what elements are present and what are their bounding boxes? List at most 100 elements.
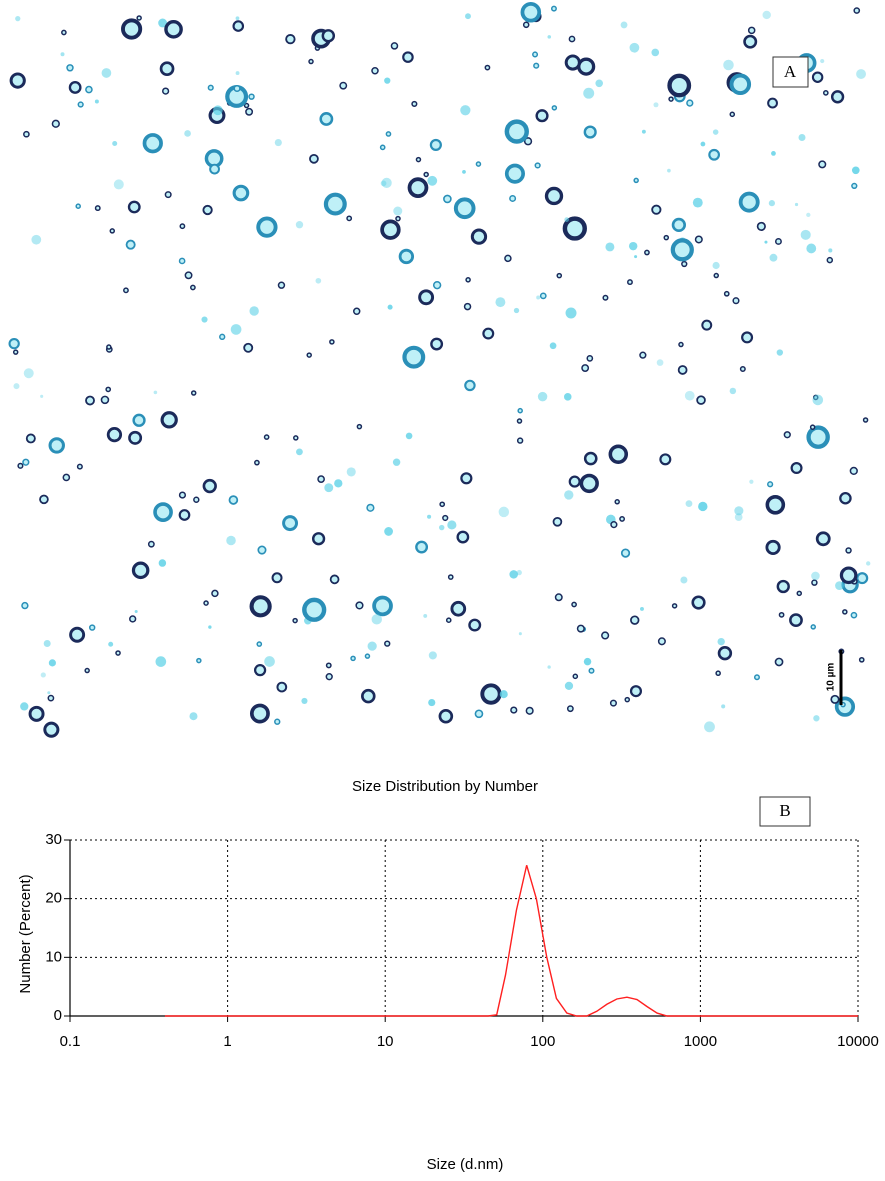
droplet [866,561,871,566]
droplet [367,641,377,651]
droplet [465,13,471,20]
droplet [115,650,121,656]
droplet [738,191,760,213]
droplet [325,673,333,681]
droplet [439,501,446,508]
droplet [40,672,46,678]
droplet [178,491,187,499]
droplet [450,600,467,617]
micrograph [8,1,871,738]
droplet [31,234,42,245]
droplet [43,639,51,647]
droplet [184,130,191,137]
droplet [366,503,375,512]
droplet [767,481,774,488]
droplet [23,130,30,138]
droplet [504,254,512,263]
droplet [564,681,574,691]
droplet [830,90,845,104]
droplet [334,479,343,488]
droplet [387,304,393,310]
droplet [202,478,217,494]
droplet [447,574,454,580]
droplet [460,472,473,485]
droplet [769,253,778,262]
droplet [121,18,143,40]
droplet [790,462,803,475]
droplet [202,204,213,216]
droplet [445,617,452,624]
droplet [230,324,242,335]
droplet [127,200,141,214]
droplet [66,64,74,72]
droplet [639,351,647,359]
droplet [475,161,482,167]
droplet [125,239,136,250]
droplet [392,458,401,466]
droplet [532,51,539,58]
droplet [184,271,193,280]
x-axis-label: Size (d.nm) [427,1156,504,1173]
droplet [235,16,240,21]
droplet [131,561,150,580]
droplet [677,365,688,375]
droplet [717,646,733,661]
droplet [256,216,278,238]
droplet [301,697,308,704]
droplet [608,444,629,465]
droplet [845,547,852,554]
droplet [794,202,799,207]
droplet [160,411,178,429]
x-tick-label: 1 [223,1033,231,1050]
droplet [517,407,523,414]
droplet [670,238,694,262]
droplet [321,29,336,43]
droplet [132,413,146,427]
droplet [813,715,820,722]
droplet [510,706,518,714]
droplet [428,699,436,707]
droplet [193,496,200,503]
droplet [60,52,65,57]
droplet [509,194,517,202]
droplet [405,432,413,440]
droplet [853,7,861,14]
droplet [564,393,572,401]
droplet [657,637,666,646]
label-box [759,796,811,827]
x-tick-label: 100 [530,1033,555,1050]
droplet [474,709,484,719]
droplet [704,721,715,733]
droplet [106,427,123,443]
droplet [108,641,114,647]
droplet [249,595,272,618]
droplet [411,100,418,107]
droplet [811,571,820,581]
droplet [856,572,869,585]
droplet [579,473,599,494]
droplet [811,71,824,83]
droplet [226,535,236,546]
droplet [495,297,506,308]
droplet [249,306,259,316]
droplet [549,342,557,350]
droplet [551,105,558,111]
label-box [772,56,809,88]
droplet [311,532,326,546]
droplet [627,279,633,286]
droplet [245,107,254,116]
droplet [762,10,771,20]
droplet [361,688,376,704]
droplet [213,105,223,116]
droplet [651,204,662,215]
droplet [39,494,49,505]
droplet [164,20,183,39]
droplet [243,342,254,353]
droplet [717,637,725,646]
droplet [586,355,594,362]
droplet [109,228,116,234]
droplet [776,579,790,594]
droplet [588,667,595,674]
droplet [61,29,67,36]
droplet [384,527,393,536]
